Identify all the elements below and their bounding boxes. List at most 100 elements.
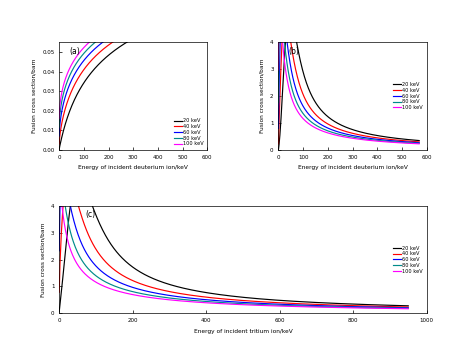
Text: (a): (a) [70,46,81,56]
20 keV [265,297,271,302]
100 keV [391,140,397,145]
Line: 100 keV: 100 keV [59,0,200,119]
20 keV [133,35,138,39]
Y-axis label: Fusion cross section/barn: Fusion cross section/barn [40,222,46,297]
40 keV [56,142,62,146]
100 keV [124,17,130,21]
40 keV [246,299,252,303]
Line: 20 keV: 20 keV [59,13,200,149]
80 keV [133,17,138,21]
80 keV [124,20,130,25]
40 keV [283,12,288,16]
20 keV [405,304,411,308]
Line: 40 keV: 40 keV [279,14,419,144]
100 keV [56,117,62,121]
60 keV [194,2,200,6]
20 keV [56,309,62,314]
60 keV [124,25,130,30]
Y-axis label: Fusion cross section/barn: Fusion cross section/barn [32,59,36,133]
40 keV [56,290,62,294]
20 keV [194,11,200,15]
80 keV [360,137,365,141]
20 keV [416,138,422,143]
20 keV [398,303,403,308]
Line: 60 keV: 60 keV [59,3,200,136]
80 keV [344,134,349,138]
40 keV [413,139,419,144]
Line: 40 keV: 40 keV [59,177,408,307]
60 keV [56,134,62,138]
100 keV [172,1,177,5]
40 keV [416,140,422,144]
20 keV [344,125,349,130]
20 keV [276,147,282,152]
20 keV [343,125,348,129]
100 keV [343,135,348,139]
60 keV [140,18,146,22]
100 keV [416,142,422,146]
20 keV [287,12,292,16]
80 keV [194,0,200,3]
20 keV [124,40,130,44]
40 keV [265,300,271,304]
Line: 20 keV: 20 keV [59,177,408,312]
40 keV [172,12,177,16]
40 keV [276,142,282,146]
60 keV [344,132,349,136]
20 keV [352,128,358,132]
60 keV [280,12,285,16]
40 keV [123,32,129,36]
100 keV [277,12,283,16]
60 keV [360,135,365,139]
40 keV [225,297,231,301]
100 keV [344,135,349,139]
100 keV [397,307,403,311]
80 keV [123,21,129,25]
20 keV [413,138,419,143]
20 keV [246,296,252,300]
80 keV [391,140,397,144]
80 keV [223,301,228,305]
100 keV [342,306,348,310]
Line: 60 keV: 60 keV [279,14,419,143]
Legend: 20 keV, 40 keV, 60 keV, 80 keV, 100 keV: 20 keV, 40 keV, 60 keV, 80 keV, 100 keV [392,81,424,111]
80 keV [278,12,283,16]
40 keV [65,175,71,179]
80 keV [58,175,64,180]
Text: (b): (b) [289,46,300,56]
60 keV [413,140,419,145]
Y-axis label: Fusion cross section/barn: Fusion cross section/barn [260,59,264,133]
60 keV [133,21,138,25]
80 keV [343,134,348,138]
100 keV [276,68,282,72]
Line: 60 keV: 60 keV [59,177,408,308]
Line: 80 keV: 80 keV [279,14,419,143]
60 keV [398,306,403,310]
100 keV [140,10,146,14]
X-axis label: Energy of incident deuterium ion/keV: Energy of incident deuterium ion/keV [78,165,188,170]
X-axis label: Energy of incident deuterium ion/keV: Energy of incident deuterium ion/keV [298,165,408,170]
100 keV [405,307,411,311]
80 keV [398,306,403,310]
60 keV [405,306,411,310]
20 keV [360,130,365,134]
80 keV [413,141,419,145]
60 keV [61,175,66,180]
80 keV [343,305,349,309]
40 keV [124,31,130,36]
100 keV [245,303,251,307]
40 keV [405,305,411,309]
60 keV [265,302,271,306]
20 keV [140,31,146,36]
40 keV [343,129,348,133]
40 keV [140,24,146,28]
20 keV [225,294,231,298]
40 keV [194,6,200,10]
80 keV [225,301,231,305]
80 keV [352,136,358,140]
60 keV [197,1,203,5]
80 keV [246,302,252,306]
20 keV [391,136,397,140]
100 keV [224,302,230,306]
20 keV [56,147,62,151]
